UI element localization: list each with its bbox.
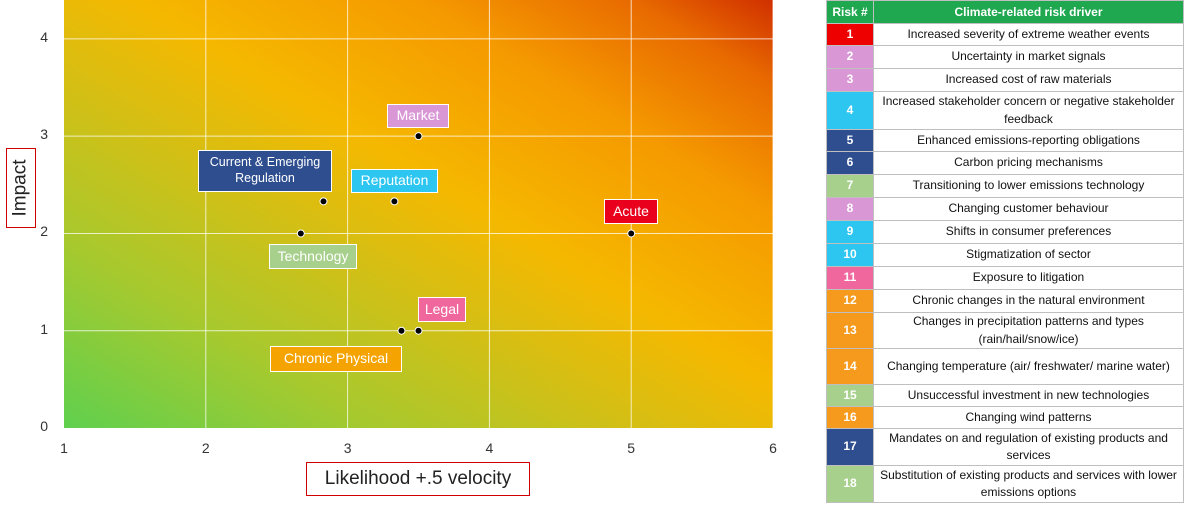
risk-driver-table: Risk # Climate-related risk driver 1 Incr… (826, 0, 1184, 503)
risk-number-cell: 16 (826, 406, 874, 429)
table-row: 3 Increased cost of raw materials (826, 68, 1184, 92)
data-point-label: Acute (604, 199, 658, 224)
risk-driver-cell: Changing temperature (air/ freshwater/ m… (873, 348, 1184, 385)
y-tick-label: 2 (40, 223, 48, 240)
table-row: 16 Changing wind patterns (826, 406, 1184, 429)
risk-number-cell: 17 (826, 428, 874, 466)
x-tick-label: 4 (485, 440, 494, 456)
data-point-label: Chronic Physical (270, 346, 402, 372)
risk-driver-cell: Changing customer behaviour (873, 197, 1184, 221)
data-point-label: Technology (269, 244, 357, 269)
data-point-label: Market (387, 104, 449, 128)
risk-number-cell: 18 (826, 465, 874, 503)
risk-number-cell: 5 (826, 129, 874, 152)
x-tick-label: 1 (60, 440, 68, 456)
risk-driver-cell: Unsuccessful investment in new technolog… (873, 384, 1184, 407)
data-point-label: Legal (418, 297, 466, 322)
data-point (414, 132, 423, 141)
risk-number-cell: 4 (826, 91, 874, 130)
risk-driver-cell: Chronic changes in the natural environme… (873, 289, 1184, 313)
y-axis-title: Impact (6, 148, 36, 228)
risk-number-cell: 9 (826, 220, 874, 244)
data-points (296, 132, 636, 335)
risk-driver-cell: Changing wind patterns (873, 406, 1184, 429)
table-row: 18 Substitution of existing products and … (826, 465, 1184, 503)
risk-driver-cell: Uncertainty in market signals (873, 45, 1184, 69)
risk-number-cell: 15 (826, 384, 874, 407)
table-row: 1 Increased severity of extreme weather e… (826, 23, 1184, 46)
data-point (390, 197, 399, 206)
table-row: 13 Changes in precipitation patterns and … (826, 312, 1184, 349)
data-point (627, 229, 636, 238)
table-row: 14 Changing temperature (air/ freshwater/… (826, 348, 1184, 385)
risk-driver-cell: Exposure to litigation (873, 266, 1184, 290)
risk-driver-cell: Changes in precipitation patterns and ty… (873, 312, 1184, 349)
header-risk-number: Risk # (826, 0, 874, 24)
risk-driver-cell: Stigmatization of sector (873, 243, 1184, 267)
table-row: 12 Chronic changes in the natural environ… (826, 289, 1184, 313)
risk-number-cell: 14 (826, 348, 874, 385)
table-row: 6 Carbon pricing mechanisms (826, 151, 1184, 175)
table-row: 9 Shifts in consumer preferences (826, 220, 1184, 244)
risk-number-cell: 1 (826, 23, 874, 46)
risk-driver-cell: Enhanced emissions-reporting obligations (873, 129, 1184, 152)
x-tick-label: 5 (627, 440, 636, 456)
data-point-label: Reputation (351, 169, 438, 193)
risk-number-cell: 10 (826, 243, 874, 267)
data-point (319, 197, 328, 206)
x-tick-label: 6 (769, 440, 777, 456)
risk-number-cell: 12 (826, 289, 874, 313)
risk-driver-cell: Mandates on and regulation of existing p… (873, 428, 1184, 466)
risk-number-cell: 13 (826, 312, 874, 349)
y-tick-label: 1 (40, 320, 48, 337)
table-row: 10 Stigmatization of sector (826, 243, 1184, 267)
data-point (296, 229, 305, 238)
risk-number-cell: 3 (826, 68, 874, 92)
risk-driver-cell: Increased cost of raw materials (873, 68, 1184, 92)
risk-driver-cell: Carbon pricing mechanisms (873, 151, 1184, 175)
table-row: 4 Increased stakeholder concern or negati… (826, 91, 1184, 130)
risk-driver-cell: Transitioning to lower emissions technol… (873, 174, 1184, 198)
data-point (414, 326, 423, 335)
plot-background (64, 0, 773, 428)
y-tick-label: 3 (40, 126, 48, 143)
risk-number-cell: 8 (826, 197, 874, 221)
risk-number-cell: 7 (826, 174, 874, 198)
table-row: 11 Exposure to litigation (826, 266, 1184, 290)
header-risk-driver: Climate-related risk driver (873, 0, 1184, 24)
table-header-row: Risk # Climate-related risk driver (826, 0, 1184, 24)
table-row: 2 Uncertainty in market signals (826, 45, 1184, 69)
y-tick-label: 4 (40, 28, 48, 45)
table-row: 7 Transitioning to lower emissions techno… (826, 174, 1184, 198)
data-point (397, 326, 406, 335)
x-tick-label: 3 (343, 440, 352, 456)
x-tick-label: 2 (201, 440, 210, 456)
table-row: 8 Changing customer behaviour (826, 197, 1184, 221)
risk-driver-cell: Increased severity of extreme weather ev… (873, 23, 1184, 46)
risk-number-cell: 11 (826, 266, 874, 290)
risk-driver-cell: Substitution of existing products and se… (873, 465, 1184, 503)
table-row: 17 Mandates on and regulation of existing… (826, 428, 1184, 466)
chart-svg (64, 0, 774, 428)
risk-number-cell: 2 (826, 45, 874, 69)
risk-driver-cell: Shifts in consumer preferences (873, 220, 1184, 244)
risk-number-cell: 6 (826, 151, 874, 175)
y-tick-label: 0 (40, 418, 48, 434)
x-axis-title: Likelihood +.5 velocity (306, 462, 530, 496)
table-row: 15 Unsuccessful investment in new technol… (826, 384, 1184, 407)
risk-driver-cell: Increased stakeholder concern or negativ… (873, 91, 1184, 130)
data-point-label: Current & Emerging Regulation (198, 150, 332, 192)
table-row: 5 Enhanced emissions-reporting obligation… (826, 129, 1184, 152)
